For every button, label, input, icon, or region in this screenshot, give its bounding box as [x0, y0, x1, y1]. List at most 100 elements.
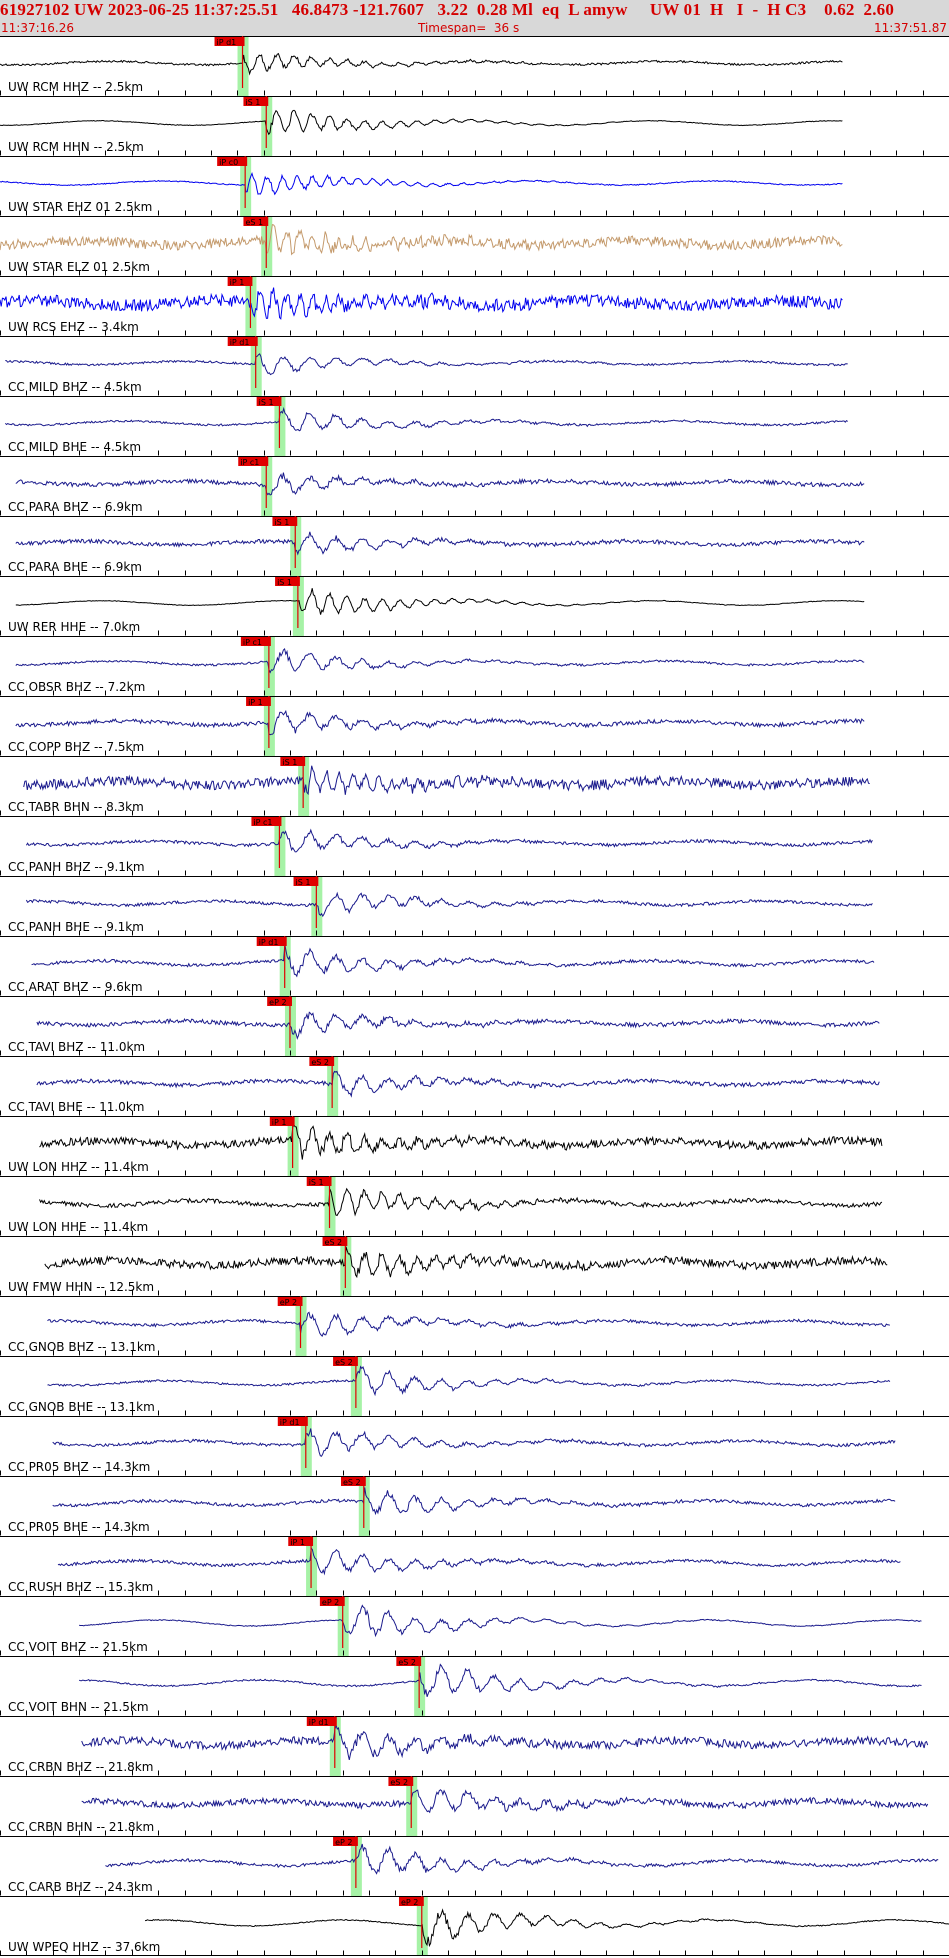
trace-row: eS 2 CC PR05 BHE -- 14.3km [0, 1476, 949, 1536]
trace-row: iP 1 UW LON HHZ -- 11.4km [0, 1116, 949, 1176]
trace-row: eP 2 CC VOIT BHZ -- 21.5km [0, 1596, 949, 1656]
pick-label: eS 1 [245, 218, 263, 227]
trace-label: CC TABR BHN -- 8.3km [8, 800, 144, 814]
pick-label-box [280, 757, 306, 766]
trace-row: eS 2 CC TAVI BHE -- 11.0km [0, 1056, 949, 1116]
waveform-trace [25, 891, 873, 918]
pick-marker: eS 2 [388, 1777, 414, 1787]
trace-row: eS 2 CC CRBN BHN -- 21.8km [0, 1776, 949, 1836]
pick-label: iP d1 [309, 1718, 329, 1727]
pick-label-box [333, 1837, 358, 1846]
pick-marker: iS 1 [272, 517, 298, 527]
pick-label: eS 2 [311, 1058, 329, 1067]
pick-label: iS 1 [309, 1178, 324, 1187]
pick-marker: iS 1 [256, 397, 282, 407]
pick-label-box [277, 1417, 308, 1426]
waveform-trace [15, 647, 865, 674]
trace-row: iP c1 CC PARA BHZ -- 6.9km [0, 456, 949, 516]
trace-label: CC VOIT BHZ -- 21.5km [8, 1640, 148, 1654]
pick-marker: eS 2 [340, 1477, 366, 1487]
trace-row: iS 1 UW LON HHE -- 11.4km [0, 1176, 949, 1236]
waveform-trace [0, 287, 843, 320]
trace-row: iP 1 CC RUSH BHZ -- 15.3km [0, 1536, 949, 1596]
pick-marker: iP d1 [306, 1717, 337, 1727]
waveform-trace [81, 1724, 929, 1761]
header-bar: 61927102 UW 2023-06-25 11:37:25.51 46.84… [0, 0, 949, 36]
pick-label-box [243, 97, 269, 106]
pick-label: iS 1 [274, 518, 289, 527]
pick-label: iS 1 [282, 758, 297, 767]
pick-marker: iP d1 [277, 1417, 308, 1427]
pick-marker: eS 1 [243, 217, 269, 227]
pick-marker: iS 1 [243, 97, 269, 107]
trace-row: eS 2 CC GNOB BHE -- 13.1km [0, 1356, 949, 1416]
pick-label: eP 2 [335, 1838, 352, 1847]
trace-label: UW FMW HHN -- 12.5km [8, 1280, 154, 1294]
pick-label: iS 1 [296, 878, 311, 887]
seismogram-panel: iP d1 UW RCM HHZ -- 2.5km iS 1 UW RCM HHN -… [0, 36, 949, 1956]
pick-marker: iP c1 [251, 817, 282, 827]
pick-label-box [309, 1057, 335, 1066]
pick-label: iP 1 [290, 1538, 305, 1547]
pick-marker: iP d1 [227, 337, 258, 347]
pick-marker: eS 2 [309, 1057, 335, 1067]
timespan-label: Timespan= 36 s [418, 21, 520, 35]
trace-row: iP d1 CC ARAT BHZ -- 9.6km [0, 936, 949, 996]
pick-label-box [396, 1657, 422, 1666]
pick-marker: iP d1 [256, 937, 287, 947]
pick-marker: eP 2 [277, 1297, 303, 1307]
pick-label: eP 2 [280, 1298, 297, 1307]
trace-label: CC VOIT BHN -- 21.5km [8, 1700, 149, 1714]
pick-marker: iP 1 [288, 1537, 314, 1547]
trace-label: CC PANH BHE -- 9.1km [8, 920, 144, 934]
trace-label: CC PR05 BHZ -- 14.3km [8, 1460, 150, 1474]
trace-row: iS 1 UW RCM HHN -- 2.5km [0, 96, 949, 156]
trace-row: iP c0 UW STAR EHZ 01 2.5km [0, 156, 949, 216]
pick-marker: iS 1 [280, 757, 306, 767]
trace-row: eP 2 CC GNOB BHZ -- 13.1km [0, 1296, 949, 1356]
trace-label: UW RCM HHN -- 2.5km [8, 140, 144, 154]
pick-label: iS 1 [277, 578, 292, 587]
pick-label: iP c1 [243, 638, 262, 647]
waveform-trace [4, 406, 848, 432]
pick-label-box [277, 1297, 303, 1306]
trace-row: iP d1 CC PR05 BHZ -- 14.3km [0, 1416, 949, 1476]
pick-marker: iS 1 [275, 577, 300, 587]
start-time-label: 11:37:16.26 [1, 21, 74, 35]
pick-label-box [272, 517, 298, 526]
trace-label: CC TAVI BHZ -- 11.0km [8, 1040, 145, 1054]
pick-label: iS 1 [259, 398, 274, 407]
trace-label: CC TAVI BHE -- 11.0km [8, 1100, 144, 1114]
pick-marker: iP d1 [214, 37, 245, 47]
trace-label: UW RCM HHZ -- 2.5km [8, 80, 143, 94]
pick-label: eS 2 [343, 1478, 361, 1487]
pick-label: iP c1 [240, 458, 259, 467]
waveform-trace [15, 588, 865, 615]
pick-label-box [227, 277, 253, 286]
trace-label: UW LON HHE -- 11.4km [8, 1220, 148, 1234]
trace-label: CC PR05 BHE -- 14.3km [8, 1520, 150, 1534]
pick-label: eP 2 [322, 1598, 339, 1607]
waveform-trace [23, 765, 870, 796]
waveform-trace [52, 1428, 896, 1457]
waveform-trace [0, 52, 843, 76]
trace-label: CC PANH BHZ -- 9.1km [8, 860, 145, 874]
pick-marker: eS 2 [322, 1237, 348, 1247]
pick-label-box [333, 1357, 358, 1366]
pick-label: iP c0 [219, 158, 238, 167]
trace-row: iS 1 UW RER HHE -- 7.0km [0, 576, 949, 636]
pick-label-box [240, 637, 271, 646]
pick-label-box [238, 457, 269, 466]
waveform-trace [144, 1908, 949, 1948]
trace-row: iP d1 CC MILD BHZ -- 4.5km [0, 336, 949, 396]
pick-label: iP c1 [253, 818, 272, 827]
trace-row: eS 1 UW STAR ELZ 01 2.5km [0, 216, 949, 276]
pick-label-box [319, 1597, 345, 1606]
trace-label: CC GNOB BHE -- 13.1km [8, 1400, 155, 1414]
pick-label: iP d1 [230, 338, 250, 347]
pick-marker: eP 2 [319, 1597, 345, 1607]
waveform-trace [5, 353, 848, 376]
pick-label: eS 2 [390, 1778, 408, 1787]
pick-label: eS 2 [325, 1238, 343, 1247]
pick-marker: iS 1 [306, 1177, 332, 1187]
